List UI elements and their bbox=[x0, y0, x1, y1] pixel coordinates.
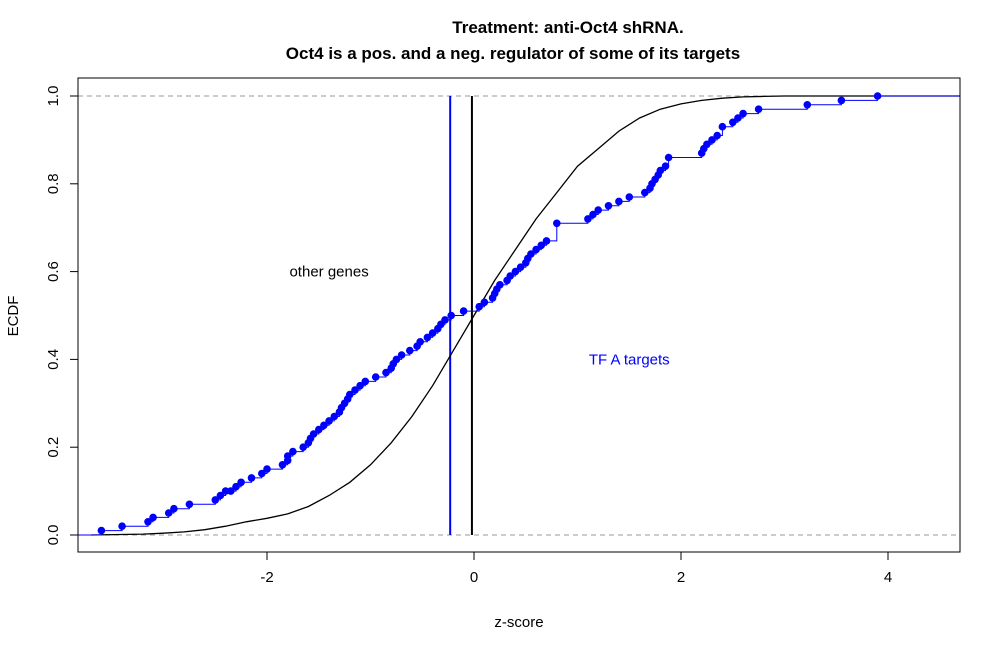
y-tick-label: 1.0 bbox=[45, 86, 62, 107]
x-tick-label: -2 bbox=[260, 569, 273, 586]
series-1-point bbox=[641, 188, 649, 197]
chart-title-line-1: Treatment: anti-Oct4 shRNA. bbox=[452, 18, 683, 37]
series-1-point bbox=[589, 210, 597, 219]
series-1-point bbox=[232, 482, 240, 491]
series-1-point bbox=[447, 311, 456, 320]
series-1-point bbox=[227, 487, 235, 495]
series-1-point bbox=[516, 263, 525, 272]
series-1-point bbox=[351, 386, 359, 394]
series-1-point bbox=[703, 140, 711, 149]
series-1-point bbox=[320, 421, 328, 430]
x-tick-label: 4 bbox=[884, 569, 892, 586]
series-1-point bbox=[873, 92, 882, 100]
annotation-tf-a-targets: TF A targets bbox=[589, 351, 670, 368]
series-1-point bbox=[708, 136, 716, 144]
series-1-point bbox=[309, 430, 318, 438]
series-1-point bbox=[594, 206, 602, 214]
series-1-point bbox=[237, 478, 245, 487]
series-1-point bbox=[330, 412, 339, 421]
series-1-point bbox=[392, 355, 401, 364]
series-1-point bbox=[837, 96, 846, 105]
series-1-point bbox=[718, 122, 727, 131]
series-1-point bbox=[221, 487, 230, 495]
plot-frame bbox=[77, 77, 961, 553]
series-1-point bbox=[382, 368, 390, 377]
series-1-point bbox=[511, 267, 520, 276]
series-1-point bbox=[553, 219, 561, 228]
series-1-point bbox=[325, 417, 333, 425]
series-1-point bbox=[97, 526, 106, 535]
series-1-point bbox=[118, 522, 126, 530]
series-1-point bbox=[371, 373, 380, 381]
series-1-point bbox=[428, 329, 437, 337]
series-1-point bbox=[263, 465, 271, 473]
series-1-point bbox=[739, 109, 747, 118]
series-1-point bbox=[664, 153, 673, 162]
y-tick-label: 0.4 bbox=[45, 349, 62, 370]
y-axis-label: ECDF bbox=[5, 296, 22, 337]
y-tick-label: 0.8 bbox=[45, 173, 62, 194]
series-1-point bbox=[532, 245, 540, 254]
series-1-point bbox=[397, 351, 406, 359]
series-1-point bbox=[283, 452, 292, 460]
series-1-point bbox=[185, 500, 194, 509]
series-1-point bbox=[149, 513, 157, 522]
series-1-point bbox=[144, 518, 152, 526]
series-1-point bbox=[625, 193, 634, 201]
series-1-point bbox=[356, 381, 364, 390]
series-1-point bbox=[604, 202, 613, 210]
series-1-point bbox=[247, 474, 256, 482]
series-1-point bbox=[480, 298, 489, 307]
series-1-point bbox=[299, 443, 308, 452]
series-1-point bbox=[289, 447, 297, 456]
y-tick-label: 0.6 bbox=[45, 261, 62, 282]
series-1-step bbox=[78, 95, 960, 536]
y-tick-label: 0.0 bbox=[45, 525, 62, 546]
annotation-other-genes: other genes bbox=[289, 264, 368, 281]
axes: -2 0 2 4 0.0 0.2 0.4 0.6 0.8 1.0 bbox=[45, 86, 892, 586]
series-1-point bbox=[211, 496, 220, 504]
series-0-line bbox=[90, 95, 960, 536]
chart-title-line-2: Oct4 is a pos. and a neg. regulator of s… bbox=[286, 44, 740, 63]
series-1-point bbox=[615, 197, 623, 206]
series-1-point bbox=[170, 504, 178, 513]
series-1-point bbox=[441, 316, 449, 324]
series-1-point bbox=[661, 162, 670, 170]
series-1-point bbox=[496, 281, 504, 289]
series-1-point bbox=[423, 333, 432, 342]
x-tick-label: 2 bbox=[677, 569, 685, 586]
series-1-point bbox=[754, 105, 763, 113]
series-1-point bbox=[164, 509, 173, 517]
series-1-point bbox=[258, 469, 266, 478]
series-1-point bbox=[416, 338, 425, 346]
x-tick-label: 0 bbox=[470, 569, 478, 586]
series-1-point bbox=[803, 101, 812, 109]
series-1-point bbox=[315, 425, 323, 434]
series-1-point bbox=[656, 166, 665, 175]
series-1-point bbox=[734, 114, 742, 122]
plot-data-layer bbox=[78, 92, 960, 536]
series-1-point bbox=[584, 215, 592, 223]
series-1-point bbox=[475, 302, 484, 311]
x-axis-label: z-score bbox=[494, 614, 543, 631]
series-1-point bbox=[537, 241, 546, 250]
series-1-point bbox=[506, 272, 514, 280]
series-1-point bbox=[406, 346, 414, 355]
series-1-point bbox=[278, 461, 287, 469]
series-1-point bbox=[542, 237, 551, 245]
series-1-point bbox=[729, 118, 737, 127]
series-1-point bbox=[713, 131, 721, 140]
series-1-point bbox=[216, 491, 225, 500]
series-1-point bbox=[346, 390, 354, 399]
series-1-point bbox=[361, 377, 370, 386]
series-1-point bbox=[527, 250, 535, 258]
series-1-point bbox=[459, 307, 468, 315]
y-tick-label: 0.2 bbox=[45, 437, 62, 458]
